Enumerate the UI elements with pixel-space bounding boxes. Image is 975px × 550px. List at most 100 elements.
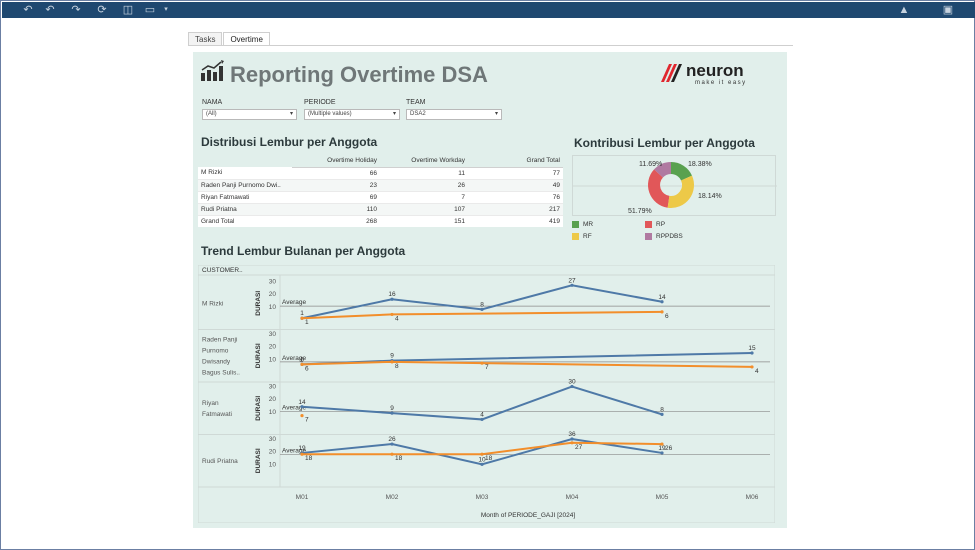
filter-periode-select[interactable]: (Multiple values) ▾ [304,109,400,120]
y-tick-label: 10 [269,304,277,311]
tab-tasks[interactable]: Tasks [188,32,223,46]
data-label: 18 [305,455,313,462]
data-point [390,442,394,446]
x-tick-label: M02 [386,494,399,501]
revert-icon[interactable]: ⟳ [97,4,107,16]
data-point [480,361,484,365]
member-label: M Rizki [202,300,223,307]
data-label: 18 [485,455,493,462]
undo-icon[interactable]: ↶ [23,4,33,16]
data-label: 19 [298,445,306,452]
data-label: 6 [665,313,669,320]
x-axis-label: Month of PERIODE_GAJI [2024] [481,512,575,519]
legend-swatch [572,221,579,228]
data-point [390,411,394,415]
y-tick-label: 10 [269,409,277,416]
table-row[interactable]: Rudi Priatna 110 107 217 [198,203,563,216]
y-tick-label: 30 [269,331,277,338]
legend-item-rf[interactable]: RF [572,233,592,240]
data-label: 6 [300,356,304,363]
data-label: 1 [300,310,304,317]
legend-item-rppdbs[interactable]: RPPDBS [645,233,683,240]
data-label: 8 [395,363,399,370]
data-label: 30 [568,379,576,386]
data-label: 4 [755,368,759,375]
tab-overtime[interactable]: Overtime [223,32,270,46]
data-label: 26 [388,436,396,443]
y-tick-label: 20 [269,396,277,403]
member-label: Dwisandy [202,358,231,365]
average-label: Average [282,404,306,411]
neuron-logo: neuron make it easy [661,61,745,86]
filter-periode-label: PERIODE [304,99,336,106]
slice-mr[interactable] [671,162,692,181]
data-label: 10 [478,456,486,463]
y-tick-label: 10 [269,356,277,363]
refresh-icon[interactable]: ◫ [122,4,134,16]
table-row[interactable]: M Rizki 66 11 77 [198,167,563,180]
x-tick-label: M01 [296,494,309,501]
trend-svg: CUSTOMER..M Rizki DURASI302010Average1168… [197,264,776,524]
data-label: 18 [395,455,403,462]
trend-title: Trend Lembur Bulanan per Anggota [201,244,406,258]
undo-all-icon[interactable]: ↶ [45,4,55,16]
legend-item-rp[interactable]: RP [645,221,665,228]
y-tick-label: 20 [269,344,277,351]
slice-rppdbs[interactable] [654,162,671,178]
legend-swatch [645,233,652,240]
data-label: 1 [305,319,309,326]
member-label: Riyan [202,400,219,407]
member-label: Purnomo [202,347,229,354]
slice-rp[interactable] [648,169,670,208]
col-header: Overtime Holiday [292,155,380,168]
paint-icon[interactable]: ▲ [898,4,910,16]
filter-nama-select[interactable]: (All) ▾ [202,109,297,120]
table-row[interactable]: Riyan Fatmawati 69 7 76 [198,191,563,204]
data-point [570,283,574,287]
col-header: Overtime Workday [380,155,468,168]
data-point [750,351,754,355]
data-label: 9 [390,405,394,412]
y-tick-label: 30 [269,279,277,286]
filter-team-label: TEAM [406,99,426,106]
member-label: Bagus Sulis.. [202,369,240,376]
slice-rf[interactable] [667,175,695,208]
legend-item-mr[interactable]: MR [572,221,593,228]
data-label: 9 [390,353,394,360]
data-label: 4 [395,315,399,322]
dropdown-icon[interactable]: ▾ [164,6,168,13]
data-label: 7 [305,417,309,424]
data-point [300,414,304,418]
table-row-total[interactable]: Grand Total 268 151 419 [198,215,563,227]
data-point [570,441,574,445]
average-label: Average [282,299,306,306]
redo-icon[interactable]: ↷ [71,4,81,16]
member-label: Rudi Priatna [202,458,238,465]
donut-label: 11.69% [639,161,662,168]
data-label: 8 [660,406,664,413]
data-label: 8 [480,301,484,308]
y-axis-label: DURASI [255,448,262,473]
data-point [390,360,394,364]
col-header: Grand Total [468,155,563,168]
data-label: 27 [568,277,576,284]
trend-chart: CUSTOMER.. M Rizki DURASI 30 20 10 Average 1 16 8… [197,264,776,524]
data-point [390,312,394,317]
member-label: Fatmawati [202,411,232,418]
y-axis-label: DURASI [255,343,262,368]
data-point [300,452,304,456]
pause-icon[interactable]: ▭ [144,4,156,16]
data-label: 19 [658,445,666,452]
y-axis-label: DURASI [255,396,262,421]
toolbar: ↶ ↶ ↷ ⟳ ◫ ▭ ▾ ▲ ▣ [2,2,975,18]
data-label: 16 [388,291,396,298]
filter-team-select[interactable]: DSA2 ▾ [406,109,502,120]
distribusi-title: Distribusi Lembur per Anggota [201,135,378,149]
data-label: 27 [575,444,583,451]
table-row[interactable]: Raden Panji Purnomo Dwi.. 23 26 49 [198,179,563,192]
x-tick-label: M06 [746,494,759,501]
data-point [480,452,484,456]
y-tick-label: 10 [269,461,277,468]
fullscreen-icon[interactable]: ▣ [942,4,954,16]
x-tick-label: M04 [566,494,579,501]
